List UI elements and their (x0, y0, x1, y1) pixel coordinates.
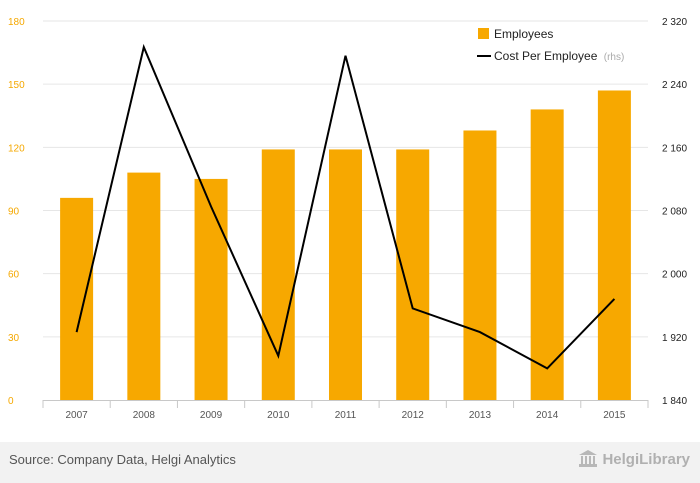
x-tick-label: 2007 (65, 410, 88, 421)
legend-label-cost-per-employee: Cost Per Employee (rhs) (494, 49, 624, 63)
y-left-tick-label: 30 (8, 333, 20, 344)
x-tick-label: 2014 (536, 410, 559, 421)
bar-employees (530, 109, 564, 400)
legend-label-cost-suffix: (rhs) (604, 52, 625, 63)
axes: 0 1 840 30 1 920 60 2 000 90 2 080 120 2 160 150 2 … (8, 17, 687, 421)
bar-employees (329, 149, 362, 400)
x-tick-label: 2008 (133, 410, 156, 421)
x-tick-label: 2009 (200, 410, 223, 421)
y-right-tick-label: 2 320 (662, 17, 687, 28)
helgi-library-logo[interactable]: HelgiLibrary (578, 450, 690, 468)
logo-text: HelgiLibrary (602, 450, 690, 468)
bar-employees (463, 130, 497, 400)
chart-area: 0 1 840 30 1 920 60 2 000 90 2 080 120 2 160 150 2 … (8, 17, 687, 421)
bar-employees (60, 197, 94, 400)
bar-employees (261, 149, 295, 400)
x-tick-label: 2012 (402, 410, 425, 421)
x-tick-label: 2010 (267, 410, 290, 421)
y-left-tick-label: 150 (8, 80, 25, 91)
legend-swatch-employees (478, 28, 489, 39)
y-right-tick-label: 1 840 (662, 396, 687, 407)
y-right-tick-label: 2 240 (662, 80, 687, 91)
y-right-tick-label: 1 920 (662, 333, 687, 344)
y-left-tick-label: 180 (8, 17, 25, 28)
line-cost-per-employee (75, 43, 616, 370)
combo-chart: 0 1 840 30 1 920 60 2 000 90 2 080 120 2 160 150 2 … (8, 17, 687, 421)
y-left-tick-label: 60 (8, 270, 20, 281)
y-left-tick-label: 0 (8, 396, 14, 407)
library-building-icon (579, 450, 598, 467)
y-right-tick-label: 2 160 (662, 143, 687, 154)
x-tick-label: 2015 (603, 410, 626, 421)
bar-employees (396, 149, 430, 400)
y-right-tick-label: 2 080 (662, 207, 687, 218)
legend-label-cost-name: Cost Per Employee (494, 49, 598, 63)
source-note: Source: Company Data, Helgi Analytics (9, 452, 236, 467)
legend-label-employees: Employees (494, 27, 553, 41)
footer: Source: Company Data, Helgi Analytics He… (0, 442, 700, 483)
bar-series-employees (60, 90, 631, 400)
legend: Employees Cost Per Employee (rhs) (477, 27, 624, 63)
line-series-cost-per-employee (75, 43, 616, 370)
y-right-tick-label: 2 000 (662, 270, 687, 281)
y-left-tick-label: 120 (8, 143, 25, 154)
y-left-tick-label: 90 (8, 207, 20, 218)
bar-employees (194, 178, 228, 400)
bar-employees (597, 90, 631, 400)
x-tick-label: 2011 (335, 410, 357, 421)
x-tick-label: 2013 (469, 410, 492, 421)
bar-employees (127, 172, 161, 400)
